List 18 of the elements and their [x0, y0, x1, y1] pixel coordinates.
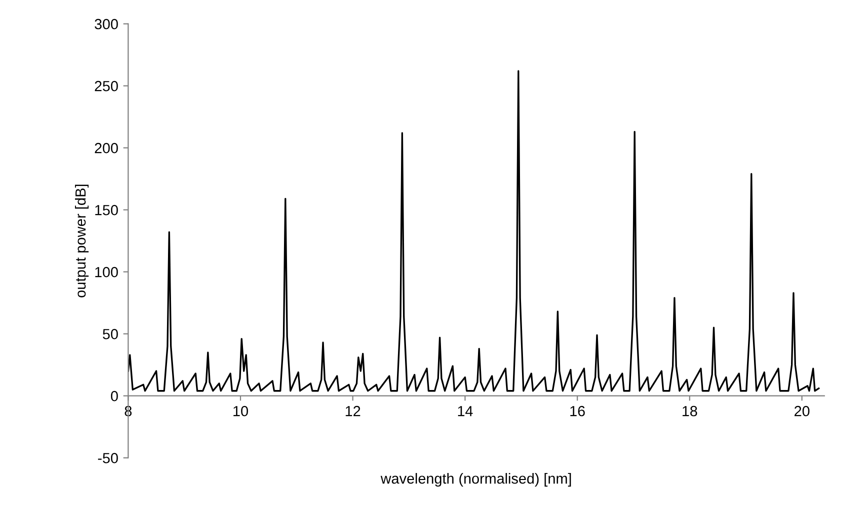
x-tick-label: 20 — [794, 406, 810, 416]
x-tick-label: 12 — [346, 406, 360, 416]
x-tick-label: 8 — [124, 406, 132, 416]
y-tick-label: 50 — [102, 328, 118, 340]
x-tick-label: 14 — [458, 406, 473, 416]
y-tick-label: 150 — [95, 204, 118, 216]
y-tick-label: 300 — [94, 18, 118, 30]
line-series — [128, 70, 820, 392]
y-tick-label: -50 — [98, 452, 118, 464]
x-tick-label: 16 — [570, 406, 585, 416]
x-tick-label: 10 — [233, 406, 248, 416]
x-tick-label: 18 — [682, 406, 698, 416]
y-axis-title: output power [dB] — [75, 184, 89, 298]
x-axis-title: wavelength (normalised) [nm] — [380, 473, 571, 487]
y-tick-label: 0 — [110, 390, 118, 402]
y-tick-label: 100 — [95, 266, 118, 278]
y-tick-label: 250 — [94, 80, 118, 92]
y-tick-label: 200 — [94, 142, 118, 154]
